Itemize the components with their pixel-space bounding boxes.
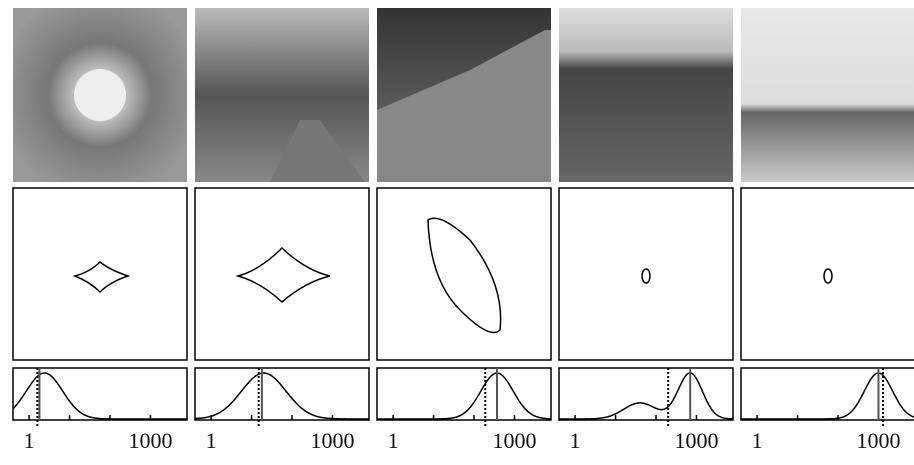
contour xyxy=(75,262,128,292)
photo-detail xyxy=(74,69,126,121)
x-tick-label: 1 xyxy=(388,428,399,453)
page: {"panels":[ {"xlim":[0.4,8000],"xticks":… xyxy=(0,0,914,460)
photo xyxy=(741,8,914,182)
contour xyxy=(238,248,330,302)
density-curve xyxy=(195,373,369,419)
x-tick-label: 1000 xyxy=(128,428,172,453)
contour-box xyxy=(13,188,187,360)
contour-row xyxy=(13,188,914,360)
x-tick-label: 1000 xyxy=(674,428,718,453)
density-box xyxy=(377,368,551,420)
contour-box xyxy=(741,188,914,360)
contour-box xyxy=(195,188,369,360)
x-tick-label: 1000 xyxy=(856,428,900,453)
density-row: 1 1000 1 1000 1 1000 1 1000 1 1000 xyxy=(13,368,914,453)
x-tick-label: 1 xyxy=(206,428,217,453)
x-tick-label: 1 xyxy=(752,428,763,453)
density-box xyxy=(741,368,914,420)
contour xyxy=(428,218,501,332)
density-curve xyxy=(377,373,551,419)
x-tick-label: 1 xyxy=(570,428,581,453)
density-box xyxy=(559,368,733,420)
x-tick-label: 1 xyxy=(24,428,35,453)
contour-box xyxy=(559,188,733,360)
photo-row xyxy=(13,8,914,182)
x-tick-label: 1000 xyxy=(310,428,354,453)
contour-box xyxy=(377,188,551,360)
photo xyxy=(559,8,733,182)
x-tick-label: 1000 xyxy=(492,428,536,453)
density-curve xyxy=(559,373,733,419)
contour xyxy=(824,269,832,283)
figure: 1 1000 1 1000 1 1000 1 1000 1 1000 xyxy=(0,0,914,460)
contour xyxy=(642,269,650,283)
density-curve xyxy=(741,373,914,419)
